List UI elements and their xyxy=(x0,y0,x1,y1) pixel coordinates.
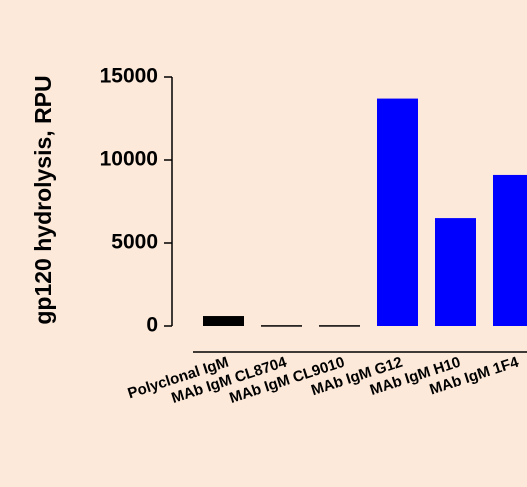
y-tick-label: 15000 xyxy=(100,65,158,88)
bar xyxy=(319,325,360,327)
y-tick-label: 10000 xyxy=(100,148,158,171)
y-axis-label: gp120 hydrolysis, RPU xyxy=(30,75,56,324)
bar xyxy=(435,218,476,326)
bars xyxy=(203,98,527,327)
bar xyxy=(493,174,527,326)
bar xyxy=(203,316,244,326)
y-tick-label: 5000 xyxy=(111,231,158,254)
y-tick-label: 0 xyxy=(146,314,158,337)
bar xyxy=(261,325,302,327)
bar xyxy=(377,98,418,326)
y-axis-ticks: 0 5000 10000 15000 xyxy=(100,65,172,337)
